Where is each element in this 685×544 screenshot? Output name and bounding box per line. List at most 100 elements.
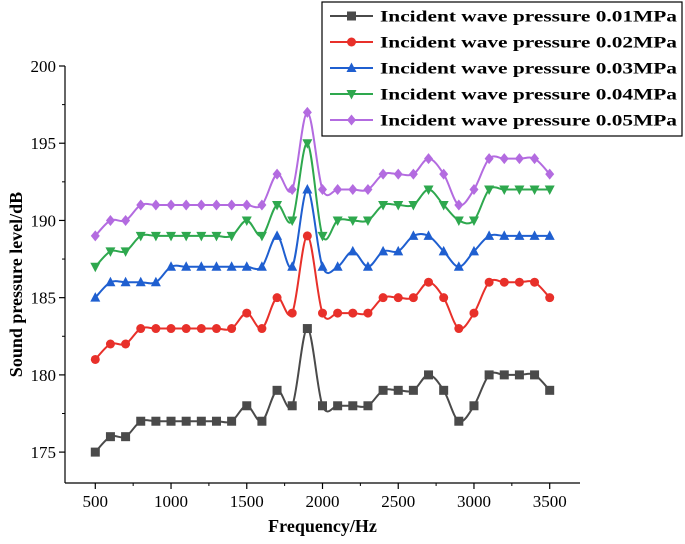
data-point xyxy=(499,230,510,240)
data-point xyxy=(287,308,297,318)
data-point xyxy=(408,230,419,240)
data-point xyxy=(181,324,191,334)
data-point xyxy=(439,168,449,180)
data-point xyxy=(378,201,389,211)
data-point xyxy=(347,245,358,256)
legend-item: Incident wave pressure 0.04MPa xyxy=(330,87,677,104)
legend-label: Incident wave pressure 0.04MPa xyxy=(380,87,677,104)
series-5 xyxy=(90,106,555,242)
data-point xyxy=(241,261,252,271)
data-point xyxy=(272,293,282,303)
legend-marker xyxy=(347,37,356,47)
data-point xyxy=(362,261,373,271)
y-tick-label: 180 xyxy=(31,366,57,385)
data-point xyxy=(150,276,161,287)
data-point xyxy=(408,293,418,303)
data-point xyxy=(272,385,282,395)
y-axis-title: Sound pressure level/dB xyxy=(6,192,26,377)
data-point xyxy=(120,247,131,257)
data-point xyxy=(529,230,540,240)
y-tick-label: 175 xyxy=(31,443,57,462)
legend-marker xyxy=(346,62,357,72)
data-point xyxy=(423,230,434,240)
data-point xyxy=(499,153,509,165)
data-point xyxy=(257,416,267,426)
data-point xyxy=(469,184,479,196)
legend-marker xyxy=(346,90,357,100)
data-point xyxy=(348,401,358,411)
data-point xyxy=(211,199,221,211)
data-point xyxy=(514,370,524,380)
data-point xyxy=(226,231,237,242)
data-point xyxy=(362,216,373,226)
data-point xyxy=(438,201,449,211)
data-point xyxy=(333,184,343,196)
data-point xyxy=(545,293,555,303)
data-point xyxy=(393,385,403,395)
data-point xyxy=(347,216,358,226)
data-point xyxy=(196,231,207,242)
data-point xyxy=(378,385,388,395)
data-point xyxy=(196,324,206,334)
data-point xyxy=(256,261,267,271)
data-point xyxy=(302,231,312,241)
data-point xyxy=(393,168,403,180)
data-point xyxy=(242,401,252,411)
legend-item: Incident wave pressure 0.01MPa xyxy=(330,9,677,26)
data-point xyxy=(333,401,343,411)
data-point xyxy=(181,416,191,426)
data-point xyxy=(90,230,100,242)
data-point xyxy=(227,416,237,426)
x-tick-label: 2500 xyxy=(381,492,415,511)
legend-label: Incident wave pressure 0.05MPa xyxy=(380,113,677,130)
x-tick-label: 3000 xyxy=(457,492,491,511)
data-point xyxy=(227,199,237,211)
data-point xyxy=(529,185,540,196)
data-point xyxy=(242,308,252,318)
data-point xyxy=(378,245,389,256)
data-point xyxy=(545,168,555,180)
data-point xyxy=(166,416,176,426)
data-point xyxy=(484,153,494,165)
data-point xyxy=(272,168,282,180)
data-point xyxy=(363,308,373,318)
data-point xyxy=(105,432,115,442)
series-line xyxy=(94,327,551,453)
legend-label: Incident wave pressure 0.02MPa xyxy=(380,35,677,52)
data-point xyxy=(302,184,313,194)
data-point xyxy=(499,185,510,196)
data-point xyxy=(363,184,373,196)
data-point xyxy=(424,153,434,165)
legend-label: Incident wave pressure 0.01MPa xyxy=(380,9,677,26)
x-axis-title: Frequency/Hz xyxy=(268,516,377,536)
data-point xyxy=(151,324,161,334)
data-point xyxy=(105,276,116,287)
data-point xyxy=(393,201,404,211)
data-point xyxy=(287,216,298,226)
data-point xyxy=(378,293,388,303)
legend-marker xyxy=(347,11,356,21)
data-point xyxy=(135,231,146,242)
data-point xyxy=(378,168,388,180)
data-point xyxy=(363,401,373,411)
data-point xyxy=(530,277,540,287)
x-tick-label: 1500 xyxy=(230,492,264,511)
data-point xyxy=(424,370,434,380)
data-point xyxy=(393,245,404,256)
data-point xyxy=(196,416,206,426)
y-tick-label: 190 xyxy=(31,211,57,230)
x-tick-label: 1000 xyxy=(154,492,188,511)
data-point xyxy=(468,245,479,256)
data-point xyxy=(196,261,207,271)
data-point xyxy=(454,324,464,334)
data-point xyxy=(105,339,115,349)
data-point xyxy=(453,216,464,226)
data-point xyxy=(181,199,191,211)
data-point xyxy=(302,324,312,334)
data-point xyxy=(166,261,177,271)
legend-item: Incident wave pressure 0.05MPa xyxy=(330,113,677,130)
data-point xyxy=(151,199,161,211)
data-point xyxy=(453,261,464,271)
data-point xyxy=(211,324,221,334)
x-tick-label: 500 xyxy=(83,492,109,511)
